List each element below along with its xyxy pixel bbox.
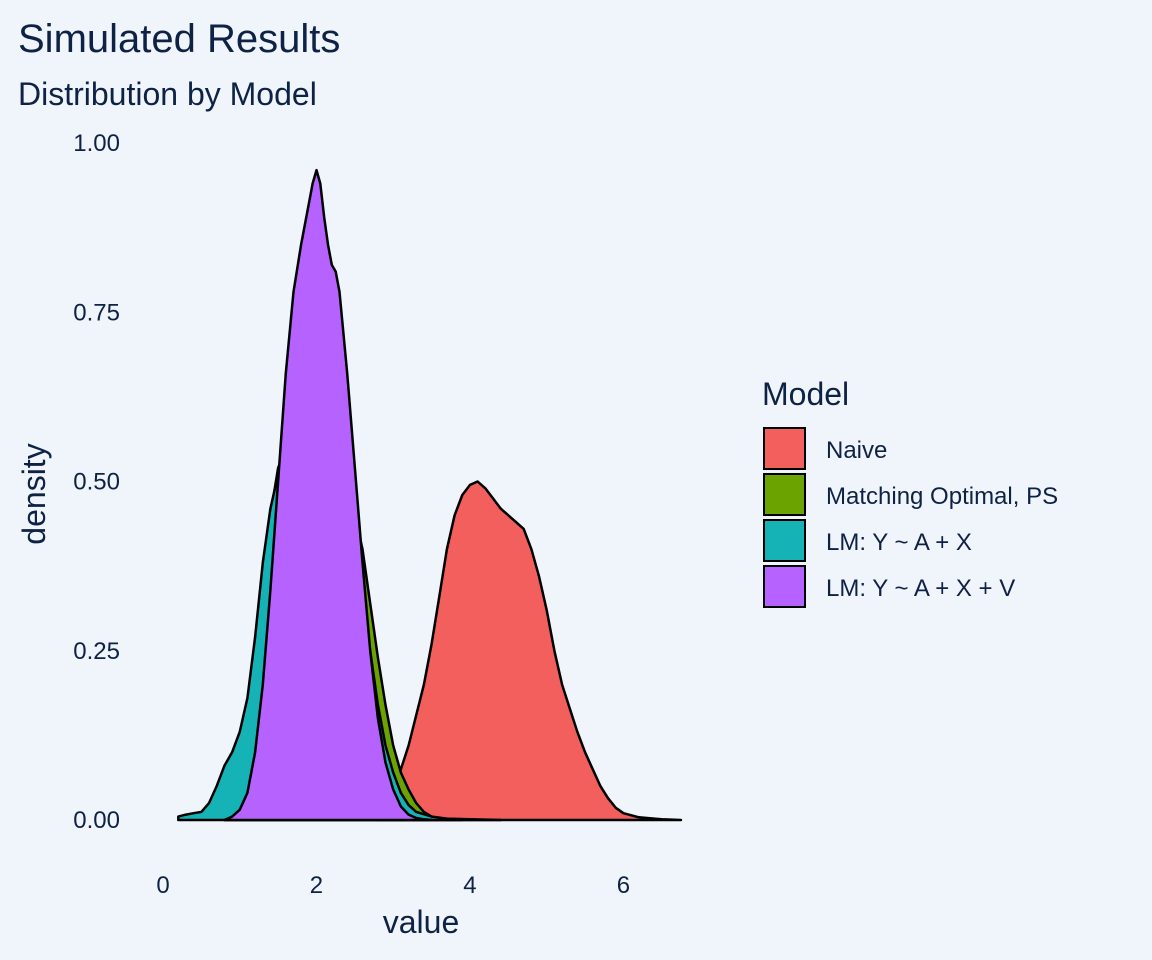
y-axis-label: density: [16, 443, 52, 544]
x-axis-ticks: 0 2 4 6: [156, 872, 630, 899]
legend-swatch-lm-y-a-x: [763, 519, 806, 562]
legend-label-naive: Naive: [826, 437, 887, 464]
chart-title: Simulated Results: [18, 17, 340, 61]
legend-label-lm-y-a-x: LM: Y ~ A + X: [826, 529, 972, 556]
y-tick-label: 0.75: [73, 299, 120, 326]
series-layer: [177, 168, 683, 822]
plot-area: 0 2 4 6 0.00 0.25 0.50 0.75 1.00: [73, 130, 683, 899]
legend-swatch-naive: [763, 427, 806, 470]
legend: Model Naive Matching Optimal, PS LM: Y ~ A…: [762, 376, 1058, 608]
legend-swatch-matching-optimal-ps: [763, 473, 806, 516]
legend-title: Model: [762, 376, 849, 412]
density-area-naive: [376, 480, 683, 822]
x-tick-label: 0: [156, 872, 169, 899]
chart-subtitle: Distribution by Model: [18, 76, 317, 112]
density-area-lm-y-a-x-v: [223, 168, 433, 822]
legend-items: Naive Matching Optimal, PS LM: Y ~ A + X LM…: [763, 427, 1058, 608]
x-tick-label: 4: [463, 872, 476, 899]
x-axis-label: value: [383, 904, 460, 940]
y-tick-label: 1.00: [73, 130, 120, 157]
x-tick-label: 6: [617, 872, 630, 899]
y-tick-label: 0.25: [73, 638, 120, 665]
y-axis-ticks: 0.00 0.25 0.50 0.75 1.00: [73, 130, 120, 834]
x-tick-label: 2: [310, 872, 323, 899]
y-tick-label: 0.00: [73, 807, 120, 834]
legend-swatch-lm-y-a-x-v: [763, 565, 806, 608]
legend-label-lm-y-a-x-v: LM: Y ~ A + X + V: [826, 575, 1015, 602]
y-tick-label: 0.50: [73, 469, 120, 496]
legend-label-matching-optimal-ps: Matching Optimal, PS: [826, 483, 1058, 510]
